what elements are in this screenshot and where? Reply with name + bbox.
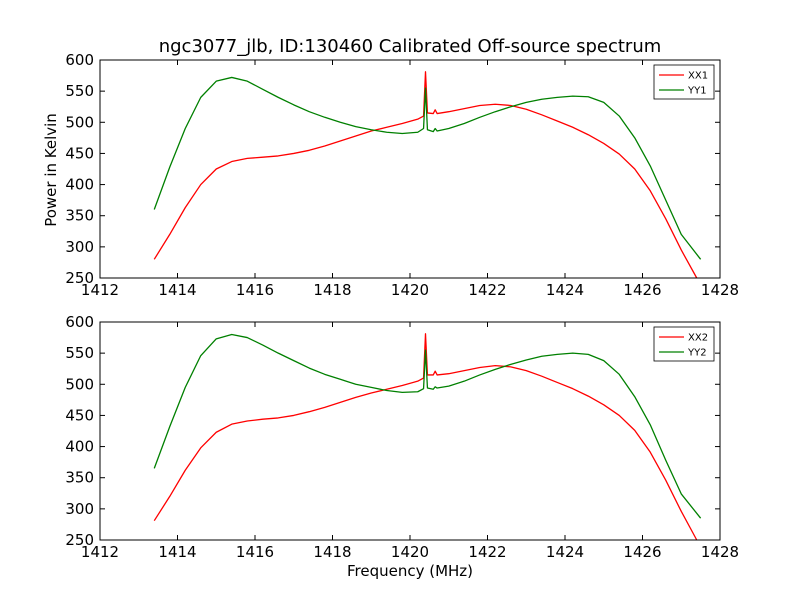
- x-tick-label: 1412: [81, 281, 119, 299]
- x-tick-label: 1414: [158, 281, 196, 299]
- y-tick-label: 250: [65, 269, 94, 287]
- legend-box: [653, 326, 715, 362]
- y-tick-label: 300: [65, 500, 94, 518]
- legend-label: YY2: [687, 348, 707, 359]
- x-tick-label: 1428: [701, 543, 739, 561]
- legend-label: XX1: [688, 71, 708, 82]
- series-line-xx1: [153, 71, 698, 279]
- x-tick-label: 1422: [468, 281, 506, 299]
- x-tick-label: 1424: [546, 281, 584, 299]
- x-tick-label: 1414: [158, 543, 196, 561]
- plot-frame: [99, 59, 721, 279]
- series-line-yy1: [153, 76, 702, 260]
- y-tick-label: 250: [65, 531, 94, 549]
- y-axis-label: Power in Kelvin: [42, 113, 60, 227]
- figure-title: ngc3077_jlb, ID:130460 Calibrated Off-so…: [159, 36, 662, 57]
- y-tick-label: 500: [65, 113, 94, 131]
- x-tick-label: 1428: [701, 281, 739, 299]
- y-tick-label: 350: [65, 207, 94, 225]
- series-line-xx2: [153, 333, 698, 541]
- y-tick-label: 600: [65, 313, 94, 331]
- y-tick-label: 300: [65, 238, 94, 256]
- y-tick-label: 400: [65, 176, 94, 194]
- x-tick-label: 1416: [236, 543, 274, 561]
- y-tick-label: 450: [65, 144, 94, 162]
- x-tick-label: 1420: [391, 281, 429, 299]
- plot-frame: [99, 321, 721, 541]
- x-tick-label: 1426: [623, 281, 661, 299]
- legend-label: YY1: [687, 86, 707, 97]
- y-tick-label: 600: [65, 51, 94, 69]
- x-tick-label: 1426: [623, 543, 661, 561]
- x-tick-label: 1418: [313, 543, 351, 561]
- x-axis-label: Frequency (MHz): [347, 562, 473, 580]
- y-tick-label: 350: [65, 469, 94, 487]
- y-tick-label: 550: [65, 82, 94, 100]
- y-tick-label: 450: [65, 406, 94, 424]
- x-tick-label: 1424: [546, 543, 584, 561]
- top-panel: 1412 1414 1416 1418 1420 1422 1424 1426 1428 250 3…: [65, 51, 739, 299]
- x-tick-label: 1416: [236, 281, 274, 299]
- x-tick-label: 1412: [81, 543, 119, 561]
- x-tick-label: 1418: [313, 281, 351, 299]
- legend-box: [653, 64, 715, 100]
- y-tick-label: 400: [65, 438, 94, 456]
- legend-label: XX2: [688, 333, 708, 344]
- y-tick-label: 550: [65, 344, 94, 362]
- x-tick-label: 1420: [391, 543, 429, 561]
- bottom-panel: 1412 1414 1416 1418 1420 1422 1424 1426 1428 250 3…: [65, 313, 739, 561]
- series-line-yy2: [153, 333, 702, 519]
- y-tick-label: 500: [65, 375, 94, 393]
- x-tick-label: 1422: [468, 543, 506, 561]
